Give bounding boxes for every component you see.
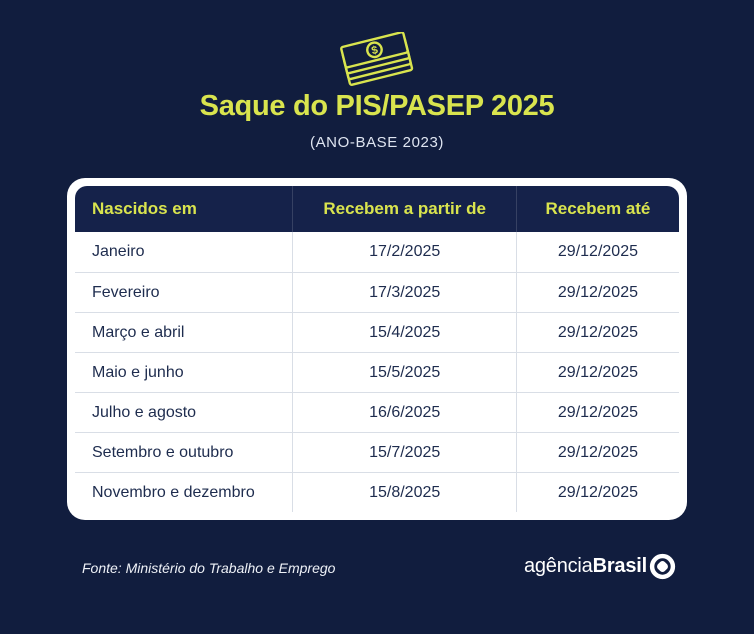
table-row: Setembro e outubro 15/7/2025 29/12/2025 (75, 432, 679, 472)
table-row: Março e abril 15/4/2025 29/12/2025 (75, 312, 679, 352)
cell-month: Maio e junho (92, 363, 184, 381)
table-row: Janeiro 17/2/2025 29/12/2025 (75, 232, 679, 272)
cell-month: Janeiro (92, 243, 145, 260)
money-stack-icon: $ (340, 32, 414, 86)
cell-from-date: 15/8/2025 (292, 473, 515, 512)
cell-from-date: 15/4/2025 (292, 313, 515, 352)
cell-until-date: 29/12/2025 (515, 273, 679, 312)
cell-month: Fevereiro (92, 283, 160, 301)
agencia-brasil-logo: agência Brasil (524, 553, 676, 580)
page-title: Saque do PIS/PASEP 2025 (199, 90, 555, 122)
cell-from-date: 17/2/2025 (292, 232, 515, 272)
cell-until-date: 29/12/2025 (515, 232, 679, 272)
logo-text-brasil: Brasil (592, 555, 648, 577)
cell-month: Setembro e outubro (92, 443, 234, 461)
table-row: Julho e agosto 16/6/2025 29/12/2025 (75, 392, 679, 432)
logo-text-agencia: agência (523, 555, 593, 577)
column-header-recebem-a-partir-de: Recebem a partir de (292, 186, 515, 232)
cell-until-date: 29/12/2025 (515, 473, 679, 512)
column-header-recebem-ate: Recebem até (515, 186, 679, 232)
cell-from-date: 15/5/2025 (292, 353, 515, 392)
page-subtitle: (ANO-BASE 2023) (309, 134, 445, 151)
agencia-brasil-mark-icon (649, 553, 676, 580)
cell-month: Julho e agosto (92, 403, 197, 421)
table-header-row: Nascidos em Recebem a partir de Recebem … (75, 186, 679, 232)
cell-until-date: 29/12/2025 (515, 313, 679, 352)
cell-until-date: 29/12/2025 (515, 433, 679, 472)
cell-month: Novembro e dezembro (92, 483, 255, 501)
cell-from-date: 15/7/2025 (292, 433, 515, 472)
schedule-table-card: Nascidos em Recebem a partir de Recebem … (67, 178, 687, 520)
cell-from-date: 16/6/2025 (292, 393, 515, 432)
table-row: Maio e junho 15/5/2025 29/12/2025 (75, 352, 679, 392)
cell-month: Março e abril (92, 323, 185, 341)
cell-from-date: 17/3/2025 (292, 273, 515, 312)
currency-symbol: $ (370, 44, 379, 57)
table-row: Novembro e dezembro 15/8/2025 29/12/2025 (75, 472, 679, 512)
cell-until-date: 29/12/2025 (515, 393, 679, 432)
column-header-nascidos-em: Nascidos em (92, 199, 197, 218)
source-credit: Fonte: Ministério do Trabalho e Emprego (82, 560, 336, 576)
cell-until-date: 29/12/2025 (515, 353, 679, 392)
table-row: Fevereiro 17/3/2025 29/12/2025 (75, 272, 679, 312)
